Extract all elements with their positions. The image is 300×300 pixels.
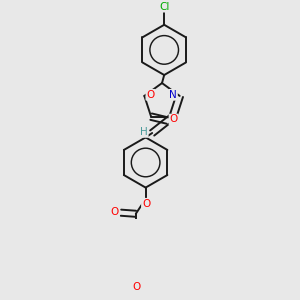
Text: O: O	[169, 115, 178, 124]
Text: O: O	[111, 207, 119, 217]
Text: O: O	[142, 199, 150, 209]
Text: H: H	[140, 127, 148, 137]
Text: Cl: Cl	[159, 2, 169, 12]
Text: O: O	[132, 282, 140, 292]
Text: N: N	[169, 90, 177, 100]
Text: O: O	[146, 90, 154, 100]
